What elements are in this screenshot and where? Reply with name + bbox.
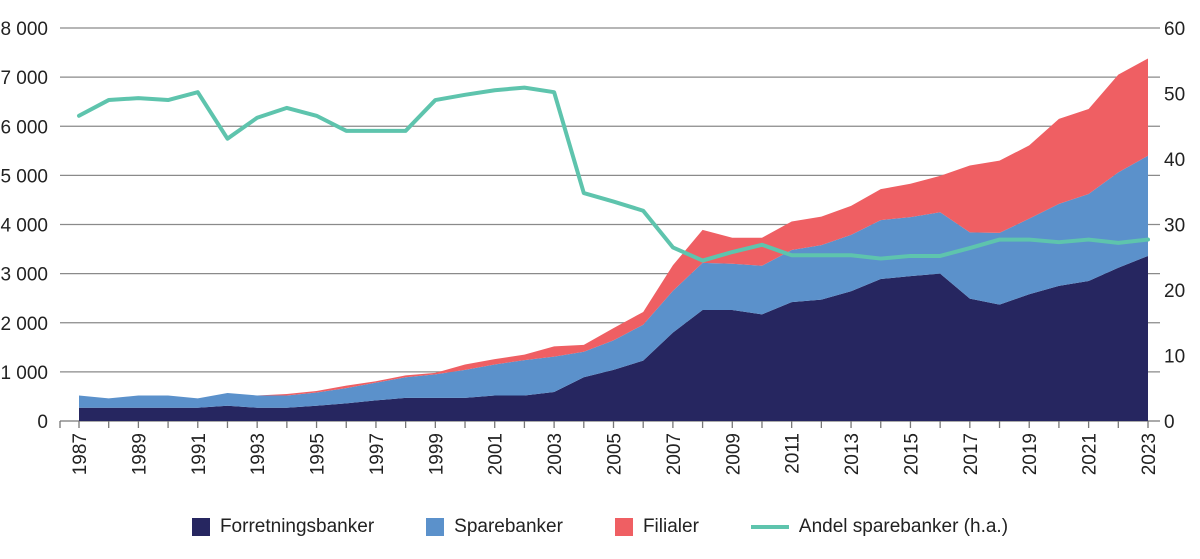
- legend-swatch: [614, 518, 633, 536]
- x-tick-label: 2017: [961, 433, 982, 475]
- legend: Forretningsbanker Sparebanker Filialer A…: [0, 516, 1200, 538]
- x-tick-label: 2013: [842, 433, 863, 475]
- y-right-tick-label: 10: [1164, 347, 1185, 368]
- legend-swatch: [426, 518, 445, 536]
- legend-item-filialer: Filialer: [614, 516, 699, 538]
- x-tick-label: 2001: [486, 433, 507, 475]
- x-tick-label: 2021: [1080, 433, 1101, 475]
- legend-item-sparebanker: Sparebanker: [426, 516, 563, 538]
- y-right-tick-label: 20: [1164, 281, 1185, 302]
- x-tick-label: 1987: [70, 433, 91, 475]
- x-tick-label: 1991: [189, 433, 210, 475]
- legend-label: Sparebanker: [454, 516, 563, 537]
- legend-label: Filialer: [642, 516, 699, 537]
- y-left-tick-label: 8 000: [0, 19, 48, 40]
- x-tick-label: 1995: [308, 433, 329, 475]
- y-left-tick-label: 1 000: [0, 363, 48, 384]
- x-tick-label: 1999: [426, 433, 447, 475]
- chart-plot: 0 1 000 2 000 3 000 4 000 5 000 6 000 7 000 8 00…: [0, 19, 1185, 475]
- x-tick-label: 1989: [129, 433, 150, 475]
- y-right-tick-label: 50: [1164, 85, 1185, 106]
- x-tick-label: 2019: [1020, 433, 1041, 475]
- x-tick-label: 1993: [248, 433, 269, 475]
- y-right-tick-label: 40: [1164, 150, 1185, 171]
- x-tick-label: 2003: [545, 433, 566, 475]
- y-left-tick-label: 4 000: [0, 216, 48, 237]
- legend-label: Andel sparebanker (h.a.): [798, 516, 1009, 537]
- y-left-tick-label: 2 000: [0, 314, 48, 335]
- y-right-tick-label: 30: [1164, 216, 1185, 237]
- y-right-tick-label: 0: [1164, 412, 1175, 433]
- area-filialer: [79, 58, 1148, 399]
- legend-item-forretningsbanker: Forretningsbanker: [191, 516, 375, 538]
- legend-line: [750, 525, 789, 529]
- line-andel-sparebanker: [77, 85, 1150, 263]
- y-left-tick-label: 7 000: [0, 68, 48, 89]
- x-tick-label: 2015: [901, 433, 922, 475]
- y-left-tick-label: 6 000: [0, 117, 48, 138]
- area-forretningsbanker: [79, 255, 1148, 421]
- x-tick-label: 2009: [723, 433, 744, 475]
- x-tick-label: 2007: [664, 433, 685, 475]
- legend-item-andel-sparebanker: Andel sparebanker (h.a.): [750, 516, 1009, 538]
- legend-label: Forretningsbanker: [219, 516, 375, 537]
- x-tick-label: 2005: [605, 433, 626, 475]
- area-sparebanker: [79, 155, 1148, 408]
- y-left-tick-label: 0: [37, 412, 48, 433]
- legend-swatch: [191, 518, 210, 536]
- y-left-tick-label: 3 000: [0, 265, 48, 286]
- x-tick-label: 2011: [783, 433, 804, 474]
- x-tick-label: 1997: [367, 433, 388, 475]
- x-tick-label: 2023: [1139, 433, 1160, 475]
- y-right-tick-label: 60: [1164, 19, 1185, 40]
- y-left-tick-label: 5 000: [0, 166, 48, 187]
